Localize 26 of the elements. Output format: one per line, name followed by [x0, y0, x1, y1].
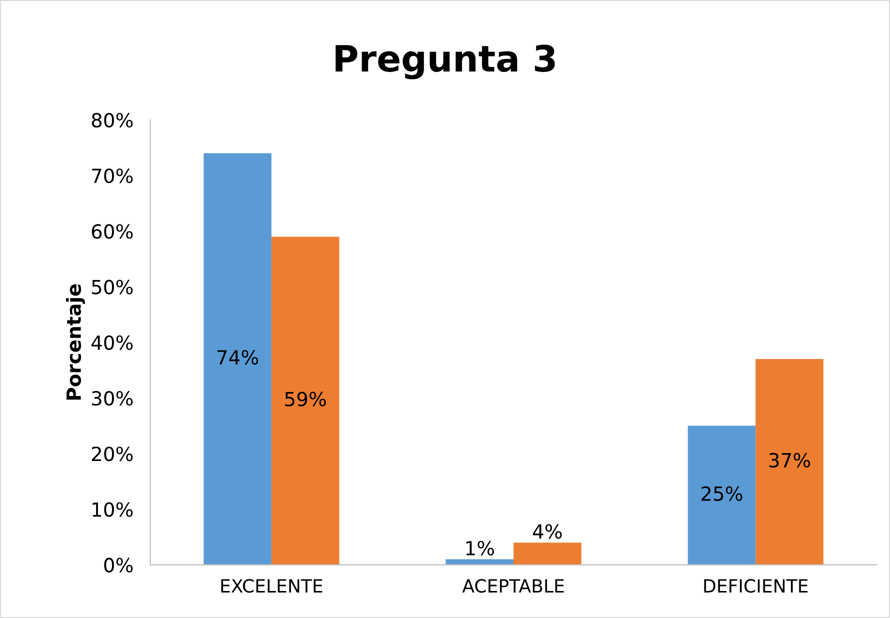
bar [204, 153, 272, 565]
y-tick-label: 10% [92, 502, 133, 517]
data-label: 1% [466, 540, 494, 556]
bar [446, 559, 514, 565]
y-tick-label: 30% [92, 390, 133, 406]
y-tick-label: 0% [104, 558, 133, 573]
bar [514, 542, 582, 565]
x-tick-label: DEFICIENTE [704, 579, 808, 593]
data-label: 37% [769, 452, 810, 468]
y-axis-title: Porcentaje [66, 284, 85, 400]
bar [271, 236, 340, 565]
y-tick-label: 40% [91, 335, 133, 350]
x-tick-label: ACEPTABLE [462, 579, 564, 593]
chart-title: Pregunta 3 [336, 44, 555, 80]
y-tick-label: 60% [92, 224, 133, 239]
y-tick-label: 70% [92, 168, 133, 184]
y-tick-label: 20% [92, 446, 133, 462]
y-tick-label: 80% [92, 112, 133, 128]
data-label: 59% [285, 392, 326, 406]
x-tick-label: EXCELENTE [221, 579, 322, 593]
bar [756, 359, 824, 565]
data-label: 25% [702, 486, 742, 501]
bar [688, 426, 756, 565]
data-label: 4% [532, 524, 562, 539]
y-tick-label: 50% [92, 280, 133, 294]
data-label: 74% [218, 350, 258, 365]
